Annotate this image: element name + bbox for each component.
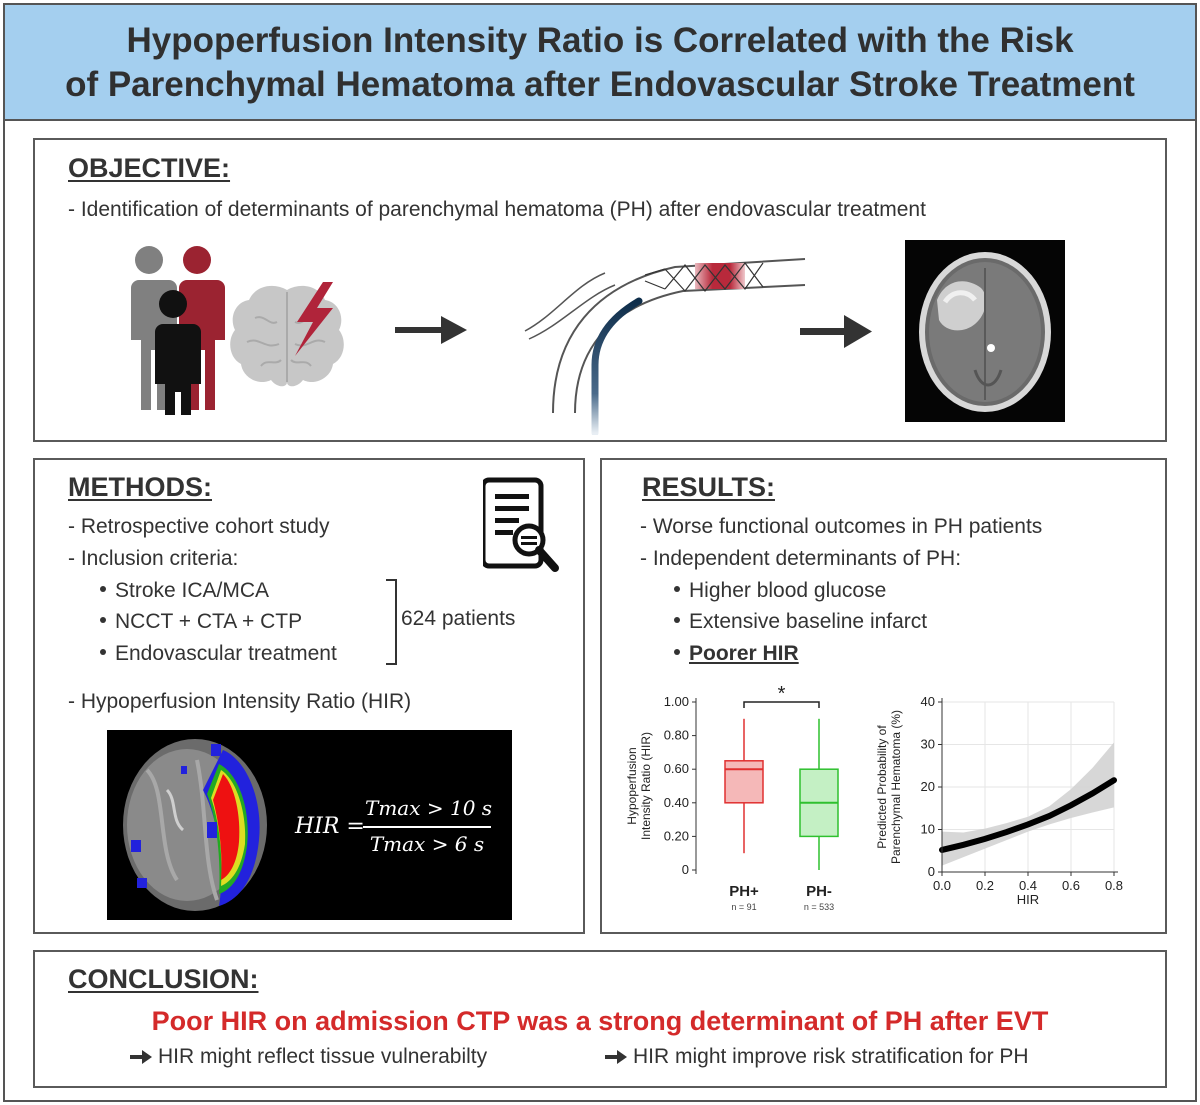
results-item-1: - Worse functional outcomes in PH patien… [640, 515, 1043, 538]
objective-text: - Identification of determinants of pare… [68, 198, 926, 221]
significance-label: * [778, 683, 786, 705]
y-tick-label: 40 [921, 694, 935, 709]
title-line-1: Hypoperfusion Intensity Ratio is Correla… [126, 21, 1074, 60]
perfusion-map-image: HIR = Tmax > 10 s Tmax > 6 s [107, 730, 512, 920]
criteria-2: NCCT + CTA + CTP [100, 610, 302, 634]
perfusion-map [123, 739, 267, 911]
conclusion-main: Poor HIR on admission CTP was a strong d… [151, 1006, 1049, 1036]
y-tick-label: 30 [921, 737, 935, 752]
box [724, 760, 764, 804]
significance-bracket [743, 701, 820, 708]
category-label: PH+ [729, 883, 759, 900]
formula-fraction-bar [363, 826, 491, 828]
arrow-right-icon [605, 1050, 627, 1065]
x-tick-label: 0.2 [976, 878, 994, 893]
determinant-3: Poorer HIR [674, 642, 799, 666]
determinant-1: Higher blood glucose [674, 579, 886, 603]
y-tick-label: 20 [921, 779, 935, 794]
y-tick-label: 0.20 [664, 828, 689, 843]
conclusion-point-2: HIR might improve risk stratification fo… [605, 1045, 1029, 1069]
y-tick-label: 0.80 [664, 728, 689, 743]
arrow-right-icon [395, 316, 467, 344]
formula-numerator: Tmax > 10 s [365, 796, 493, 820]
conclusion-heading: CONCLUSION: [68, 964, 259, 994]
conclusion-point-1: HIR might reflect tissue vulnerabilty [130, 1045, 487, 1069]
x-axis-label: HIR [1017, 892, 1039, 907]
formula-lhs: HIR = [295, 814, 365, 839]
y-tick-label: 0.60 [664, 761, 689, 776]
ct-scan-image [905, 240, 1065, 422]
probability-line-chart: 0 10 20 30 40 0.0 0.2 0.4 0.6 0.8 HIR Predicted Pro… [875, 694, 1123, 907]
x-tick-label: 0.6 [1062, 878, 1080, 893]
category-label: PH- [806, 883, 832, 900]
title-line-2: of Parenchymal Hematoma after Endovascul… [65, 65, 1135, 104]
results-heading: RESULTS: [642, 472, 775, 502]
x-tick-label: 0.4 [1019, 878, 1037, 893]
formula-denominator: Tmax > 6 s [369, 832, 485, 856]
criteria-1: Stroke ICA/MCA [100, 579, 269, 603]
methods-panel: METHODS: - Retrospective cohort study - … [33, 458, 585, 934]
hir-boxplot: 0 0.20 0.40 0.60 0.80 1.00 HypoperfusionIntens… [625, 683, 839, 912]
criteria-3: Endovascular treatment [100, 642, 337, 666]
prediction-line [939, 777, 1117, 853]
y-axis-label: HypoperfusionIntensity Ratio (HIR) [625, 732, 653, 840]
objective-panel: OBJECTIVE: - Identification of determina… [33, 138, 1167, 442]
y-tick-label: 0 [682, 862, 689, 877]
y-axis-label: Predicted Probability ofParenchymal Hema… [875, 710, 903, 864]
y-tick-label: 0.40 [664, 795, 689, 810]
methods-heading: METHODS: [68, 472, 212, 502]
results-item-2: - Independent determinants of PH: [640, 547, 962, 570]
stent-vessel-icon [524, 258, 806, 435]
y-tick-label: 1.00 [664, 694, 689, 709]
n-label: n = 91 [731, 902, 756, 912]
confidence-band [942, 742, 1114, 866]
criteria-bracket [386, 579, 397, 665]
y-tick-label: 10 [921, 822, 935, 837]
patients-icon [129, 246, 225, 415]
x-tick-label: 0.8 [1105, 878, 1123, 893]
brain-lightning-icon [230, 282, 344, 387]
x-tick-label: 0.0 [933, 878, 951, 893]
methods-item-1: - Retrospective cohort study [68, 515, 330, 538]
hir-label: - Hypoperfusion Intensity Ratio (HIR) [68, 690, 412, 713]
arrow-right-icon [130, 1050, 152, 1065]
determinant-2: Extensive baseline infarct [674, 610, 927, 634]
patients-count: 624 patients [401, 607, 516, 630]
results-panel: RESULTS: - Worse functional outcomes in … [600, 458, 1167, 934]
objective-heading: OBJECTIVE: [68, 153, 231, 183]
n-label: n = 533 [804, 902, 834, 912]
methods-item-2: - Inclusion criteria: [68, 547, 239, 570]
title-banner: Hypoperfusion Intensity Ratio is Correla… [3, 3, 1197, 121]
document-search-icon [483, 477, 559, 572]
conclusion-panel: CONCLUSION: Poor HIR on admission CTP wa… [33, 950, 1167, 1088]
arrow-right-icon [800, 315, 872, 348]
y-tick-label: 0 [928, 864, 935, 879]
